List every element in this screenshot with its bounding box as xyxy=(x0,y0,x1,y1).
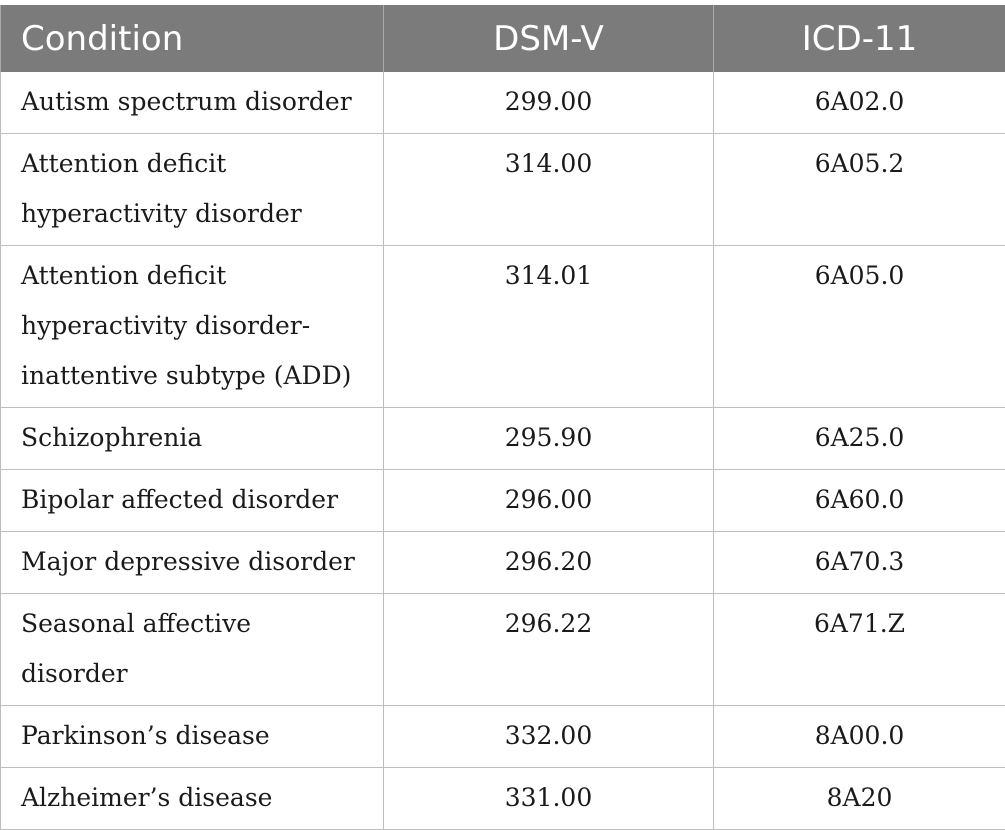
dsm-code-cell: 296.22 xyxy=(384,594,714,706)
header-condition: Condition xyxy=(1,5,384,72)
icd-code-cell: 6A25.0 xyxy=(714,408,1005,470)
conditions-table: Condition DSM-V ICD-11 Autism spectrum d… xyxy=(0,5,1005,830)
conditions-table-container: Condition DSM-V ICD-11 Autism spectrum d… xyxy=(0,5,1005,830)
icd-code-cell: 6A05.0 xyxy=(714,246,1005,408)
table-row: Schizophrenia 295.90 6A25.0 xyxy=(1,408,1005,470)
icd-code-cell: 6A02.0 xyxy=(714,72,1005,134)
condition-cell: Alzheimer’s disease xyxy=(1,768,384,830)
table-row: Attention deficit hyperactivity disorder… xyxy=(1,246,1005,408)
condition-cell: Parkinson’s disease xyxy=(1,706,384,768)
condition-cell: Autism spectrum disorder xyxy=(1,72,384,134)
icd-code-cell: 8A00.0 xyxy=(714,706,1005,768)
condition-cell: Schizophrenia xyxy=(1,408,384,470)
dsm-code-cell: 332.00 xyxy=(384,706,714,768)
table-row: Seasonal affective disorder 296.22 6A71.… xyxy=(1,594,1005,706)
dsm-code-cell: 314.00 xyxy=(384,134,714,246)
icd-code-cell: 6A60.0 xyxy=(714,470,1005,532)
condition-cell: Seasonal affective disorder xyxy=(1,594,384,706)
icd-code-cell: 8A20 xyxy=(714,768,1005,830)
icd-code-cell: 6A70.3 xyxy=(714,532,1005,594)
dsm-code-cell: 296.00 xyxy=(384,470,714,532)
dsm-code-cell: 299.00 xyxy=(384,72,714,134)
table-row: Bipolar affected disorder 296.00 6A60.0 xyxy=(1,470,1005,532)
condition-cell: Attention deficit hyperactivity disorder xyxy=(1,134,384,246)
dsm-code-cell: 331.00 xyxy=(384,768,714,830)
dsm-code-cell: 295.90 xyxy=(384,408,714,470)
condition-cell: Bipolar affected disorder xyxy=(1,470,384,532)
table-row: Major depressive disorder 296.20 6A70.3 xyxy=(1,532,1005,594)
table-row: Autism spectrum disorder 299.00 6A02.0 xyxy=(1,72,1005,134)
condition-cell: Attention deficit hyperactivity disorder… xyxy=(1,246,384,408)
table-header: Condition DSM-V ICD-11 xyxy=(1,5,1005,72)
icd-code-cell: 6A05.2 xyxy=(714,134,1005,246)
table-row: Parkinson’s disease 332.00 8A00.0 xyxy=(1,706,1005,768)
dsm-code-cell: 314.01 xyxy=(384,246,714,408)
header-icd-11: ICD-11 xyxy=(714,5,1005,72)
table-body: Autism spectrum disorder 299.00 6A02.0 A… xyxy=(1,72,1005,830)
dsm-code-cell: 296.20 xyxy=(384,532,714,594)
header-dsm-v: DSM-V xyxy=(384,5,714,72)
icd-code-cell: 6A71.Z xyxy=(714,594,1005,706)
header-row: Condition DSM-V ICD-11 xyxy=(1,5,1005,72)
condition-cell: Major depressive disorder xyxy=(1,532,384,594)
table-row: Attention deficit hyperactivity disorder… xyxy=(1,134,1005,246)
table-row: Alzheimer’s disease 331.00 8A20 xyxy=(1,768,1005,830)
